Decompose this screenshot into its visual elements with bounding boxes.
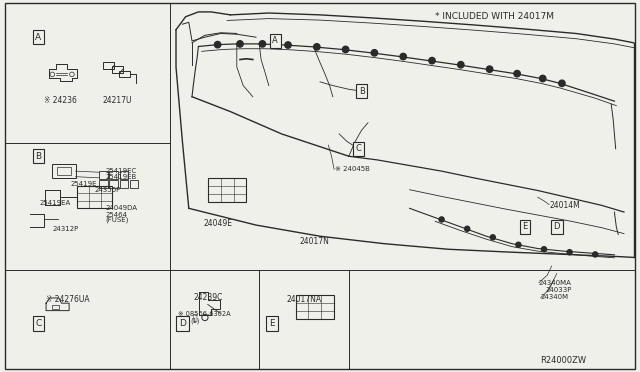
Circle shape (559, 80, 565, 87)
Circle shape (490, 235, 495, 240)
Bar (296, 295, 334, 319)
Circle shape (540, 75, 546, 82)
Text: 25464: 25464 (106, 212, 127, 218)
Circle shape (593, 252, 598, 257)
Text: ※ 24236: ※ 24236 (44, 96, 76, 105)
Bar (119, 71, 131, 77)
Circle shape (465, 226, 470, 231)
Text: 24340MA: 24340MA (539, 280, 572, 286)
Bar (99, 171, 108, 179)
Text: (1): (1) (191, 317, 200, 324)
Circle shape (314, 44, 320, 50)
Bar (77, 186, 113, 208)
Bar (57, 167, 71, 175)
Bar (112, 66, 123, 73)
Circle shape (342, 46, 349, 53)
Text: 24014M: 24014M (549, 201, 580, 210)
Circle shape (237, 41, 243, 47)
Text: D: D (179, 319, 186, 328)
Text: 24017N: 24017N (300, 237, 330, 246)
Text: (FUSE): (FUSE) (106, 217, 129, 224)
Circle shape (439, 217, 444, 222)
Text: R24000ZW: R24000ZW (540, 356, 586, 365)
Text: 24049DA: 24049DA (106, 205, 138, 211)
Bar (120, 180, 128, 188)
Bar (130, 180, 138, 188)
Circle shape (285, 42, 291, 48)
Bar (208, 178, 246, 202)
Text: 25419E: 25419E (70, 181, 97, 187)
Circle shape (214, 41, 221, 48)
Text: ⓘ: ⓘ (193, 313, 197, 322)
Circle shape (429, 57, 435, 64)
Text: 25419EB: 25419EB (106, 174, 137, 180)
Text: ※ 08566-6302A: ※ 08566-6302A (178, 311, 230, 317)
Circle shape (400, 53, 406, 60)
Text: C: C (355, 144, 362, 153)
Bar (103, 62, 114, 69)
Text: 24217U: 24217U (102, 96, 132, 105)
Text: A: A (35, 33, 42, 42)
Text: ※ 24276UA: ※ 24276UA (46, 295, 90, 304)
Text: A: A (273, 36, 278, 45)
Text: ※ 24045B: ※ 24045B (335, 166, 370, 172)
Bar (109, 171, 118, 179)
Bar (99, 180, 108, 188)
Bar (109, 180, 118, 188)
Text: 24017NA: 24017NA (286, 295, 321, 304)
Circle shape (259, 41, 266, 47)
Text: 24239C: 24239C (193, 293, 223, 302)
Circle shape (567, 250, 572, 255)
Bar (52, 305, 59, 309)
Text: 24033P: 24033P (546, 287, 572, 293)
Bar (52, 164, 76, 178)
Text: * INCLUDED WITH 24017M: * INCLUDED WITH 24017M (435, 12, 554, 21)
Circle shape (458, 61, 464, 68)
Circle shape (541, 247, 547, 252)
Text: 25419EC: 25419EC (106, 168, 137, 174)
Text: 24049E: 24049E (204, 219, 232, 228)
Circle shape (516, 242, 521, 247)
Text: D: D (554, 222, 560, 231)
Text: E: E (522, 222, 527, 231)
Text: E: E (269, 319, 275, 328)
Circle shape (371, 49, 378, 56)
Text: B: B (35, 152, 42, 161)
Text: B: B (358, 87, 365, 96)
Text: C: C (35, 319, 42, 328)
Circle shape (486, 66, 493, 73)
Circle shape (514, 70, 520, 77)
Text: 25419EA: 25419EA (40, 200, 71, 206)
Text: 24340M: 24340M (541, 294, 569, 300)
Text: 24312P: 24312P (52, 226, 79, 232)
Text: 24350P: 24350P (95, 187, 121, 193)
Bar (120, 171, 128, 179)
